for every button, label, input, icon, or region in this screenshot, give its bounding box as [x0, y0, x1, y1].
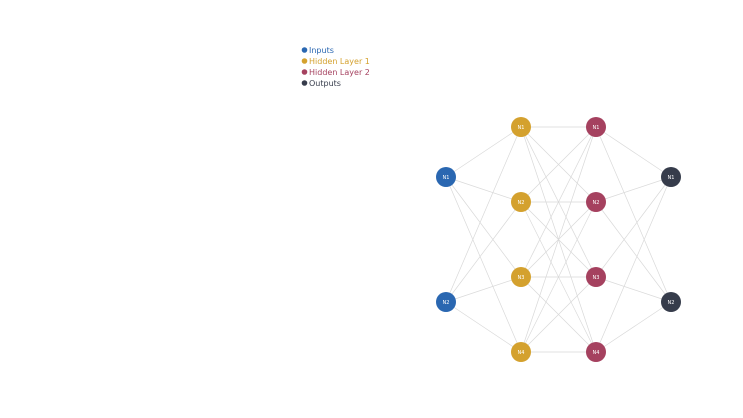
node [436, 167, 456, 187]
legend-marker [301, 58, 308, 64]
node-label: N1 [443, 175, 450, 181]
edge [595, 201, 672, 303]
node [661, 167, 681, 187]
node [511, 117, 531, 137]
node-label: N1 [518, 125, 525, 131]
edge [445, 201, 522, 303]
edge [595, 176, 672, 278]
node [511, 192, 531, 212]
node-label: N2 [518, 200, 525, 206]
edge [445, 126, 522, 178]
node [511, 342, 531, 362]
edge [595, 126, 672, 303]
node [586, 342, 606, 362]
node [661, 292, 681, 312]
nodes: N1 N2 N1 N2 N3 N4 N1 N2 N3 N4 N1 N2 [436, 117, 681, 362]
node-label: N2 [668, 300, 675, 306]
edge [520, 126, 597, 278]
node [436, 292, 456, 312]
edge [445, 126, 522, 303]
edges [445, 126, 672, 353]
edge [595, 176, 672, 353]
edge [445, 176, 522, 278]
legend-marker [301, 69, 308, 75]
node-label: N1 [593, 125, 600, 131]
node [586, 267, 606, 287]
edge [595, 176, 672, 203]
legend-marker [301, 80, 308, 86]
node [511, 267, 531, 287]
edge [520, 126, 597, 203]
node-label: N1 [668, 175, 675, 181]
legend-label: Outputs [309, 79, 341, 88]
legend: Inputs Hidden Layer 1 Hidden Layer 2 Output… [301, 46, 370, 88]
edge [520, 201, 597, 353]
edge [520, 276, 597, 353]
node-label: N3 [593, 275, 600, 281]
node-label: N2 [593, 200, 600, 206]
legend-marker [301, 47, 308, 53]
edge [595, 301, 672, 353]
edge [520, 126, 597, 353]
node [586, 117, 606, 137]
edge [445, 301, 522, 353]
legend-label: Hidden Layer 1 [309, 57, 370, 66]
node-label: N3 [518, 275, 525, 281]
edge [595, 126, 672, 178]
node-label: N4 [518, 350, 525, 356]
node-label: N4 [593, 350, 600, 356]
edge [445, 176, 522, 353]
node [586, 192, 606, 212]
legend-label: Inputs [309, 46, 334, 55]
edge [445, 276, 522, 303]
edge [445, 176, 522, 203]
edge [595, 276, 672, 303]
node-label: N2 [443, 300, 450, 306]
legend-label: Hidden Layer 2 [309, 68, 370, 77]
